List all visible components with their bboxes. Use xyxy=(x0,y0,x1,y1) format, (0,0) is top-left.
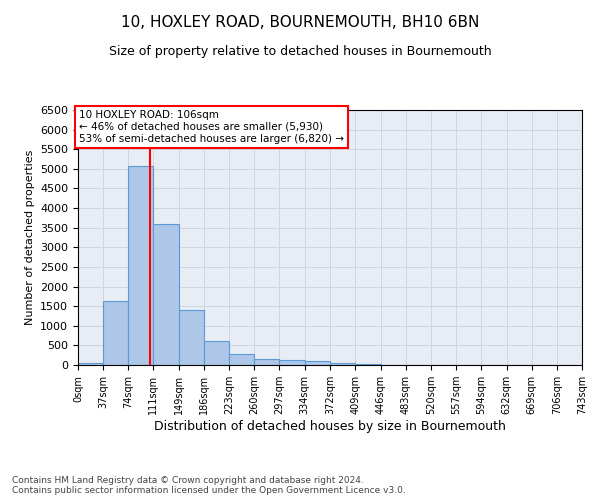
X-axis label: Distribution of detached houses by size in Bournemouth: Distribution of detached houses by size … xyxy=(154,420,506,433)
Text: 10, HOXLEY ROAD, BOURNEMOUTH, BH10 6BN: 10, HOXLEY ROAD, BOURNEMOUTH, BH10 6BN xyxy=(121,15,479,30)
Bar xyxy=(280,360,305,365)
Bar xyxy=(204,342,229,365)
Text: Size of property relative to detached houses in Bournemouth: Size of property relative to detached ho… xyxy=(109,45,491,58)
Text: 10 HOXLEY ROAD: 106sqm
← 46% of detached houses are smaller (5,930)
53% of semi-: 10 HOXLEY ROAD: 106sqm ← 46% of detached… xyxy=(79,110,344,144)
Bar xyxy=(78,362,103,365)
Bar xyxy=(153,224,179,365)
Bar xyxy=(229,354,254,365)
Bar xyxy=(355,364,380,365)
Bar xyxy=(254,359,280,365)
Text: Contains HM Land Registry data © Crown copyright and database right 2024.
Contai: Contains HM Land Registry data © Crown c… xyxy=(12,476,406,495)
Bar xyxy=(305,362,331,365)
Bar xyxy=(331,363,355,365)
Bar xyxy=(128,166,153,365)
Bar xyxy=(179,310,204,365)
Y-axis label: Number of detached properties: Number of detached properties xyxy=(25,150,35,325)
Bar xyxy=(103,301,128,365)
